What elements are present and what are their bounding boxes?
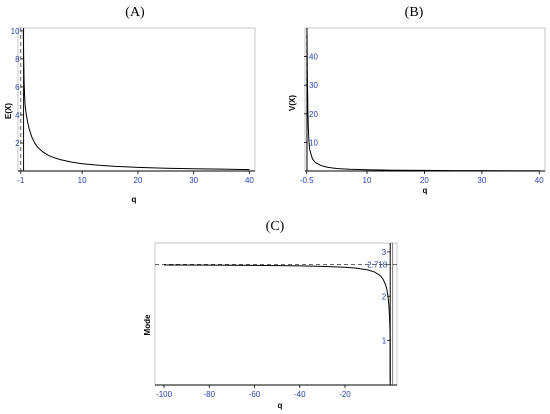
y-tick-label-b-3: 40 xyxy=(309,53,318,62)
x-axis-label-c: q xyxy=(278,401,283,410)
x-tick-label-c-3: -40 xyxy=(294,390,306,399)
panel-label-b: (B) xyxy=(405,5,424,20)
x-tick-label-a-2: 20 xyxy=(133,176,142,185)
x-tick-label-c-1: -80 xyxy=(203,390,215,399)
x-tick-label-a-3: 30 xyxy=(189,176,198,185)
x-tick-label-b-2: 20 xyxy=(420,176,429,185)
y-axis-label-c: Mode xyxy=(143,314,152,335)
chart-panel-a: (A) -1 10 20 30 40 2 4 6 8 10 q E(X) xyxy=(4,5,256,204)
x-axis-label-b: q xyxy=(423,186,428,195)
x-axis-label-a: q xyxy=(132,195,137,204)
x-tick-label-b-0: -0.5 xyxy=(300,176,314,185)
x-tick-label-c-0: -100 xyxy=(156,390,173,399)
y-tick-label-a-1: 4 xyxy=(15,111,20,120)
y-tick-label-b-0: 10 xyxy=(309,138,318,147)
y-tick-label-a-0: 2 xyxy=(15,139,20,148)
x-tick-label-b-3: 30 xyxy=(477,176,486,185)
plot-area-a: -1 10 20 30 40 2 4 6 8 10 xyxy=(11,27,256,185)
panel-label-a: (A) xyxy=(125,5,145,20)
y-tick-label-c-0: 1 xyxy=(382,337,387,346)
series-line-c-0 xyxy=(164,264,391,383)
x-tick-label-b-4: 40 xyxy=(535,176,544,185)
chart-panel-c: (C) 2.718 -100 -80 -60 -40 -20 1 2 3 q Mode xyxy=(143,219,398,410)
series-line-a-0 xyxy=(22,30,250,171)
x-tick-label-a-0: -1 xyxy=(17,176,25,185)
x-tick-label-a-1: 10 xyxy=(78,176,87,185)
y-axis-label-b: V(X) xyxy=(288,95,297,111)
y-tick-label-a-2: 6 xyxy=(15,83,20,92)
plot-frame-b xyxy=(304,27,546,172)
y-tick-label-a-4: 10 xyxy=(11,27,20,36)
plot-frame-a xyxy=(17,27,256,172)
y-tick-label-c-2: 3 xyxy=(382,248,387,257)
x-tick-label-c-4: -20 xyxy=(339,390,351,399)
plot-area-c: 2.718 -100 -80 -60 -40 -20 1 2 3 xyxy=(154,242,398,399)
x-tick-label-c-2: -60 xyxy=(249,390,261,399)
asymptote-label-c: 2.718 xyxy=(367,260,388,269)
series-line-b-0 xyxy=(306,33,540,172)
panel-label-c: (C) xyxy=(266,219,285,234)
y-axis-label-a: E(X) xyxy=(4,103,13,119)
chart-panel-b: (B) -0.5 10 20 30 40 10 20 30 40 q V(X) xyxy=(288,5,546,195)
y-tick-label-b-2: 30 xyxy=(309,81,318,90)
plot-area-b: -0.5 10 20 30 40 10 20 30 40 xyxy=(300,27,546,185)
y-tick-label-a-3: 8 xyxy=(15,55,20,64)
x-tick-label-b-1: 10 xyxy=(363,176,372,185)
y-tick-label-c-1: 2 xyxy=(382,292,387,301)
x-tick-label-a-4: 40 xyxy=(245,176,254,185)
y-tick-label-b-1: 20 xyxy=(309,110,318,119)
